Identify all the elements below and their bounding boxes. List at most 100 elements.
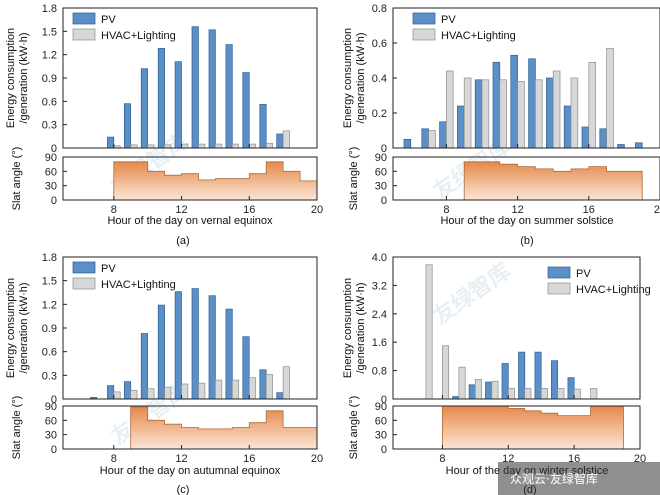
slat-axis-label: Slat angle (°) (11, 396, 23, 460)
hvac-bar (248, 143, 257, 149)
pv-bar (225, 308, 233, 400)
pv-bar (581, 126, 590, 149)
slat-y-tick-label: 90 (45, 152, 57, 164)
slat-y-tick-label: 90 (45, 401, 57, 413)
pv-bar (518, 351, 526, 400)
y-tick-label: 1.5 (42, 276, 57, 288)
pv-bar (485, 381, 493, 400)
hvac-bar (524, 388, 532, 400)
pv-bar (567, 377, 575, 400)
hvac-bar (481, 79, 490, 149)
slat-y-tick-label: 30 (375, 181, 387, 193)
pv-bar (208, 295, 216, 400)
y-tick-label: 0.6 (42, 96, 57, 108)
y-tick-label: 0.9 (42, 323, 57, 335)
y-tick-label: 0.4 (372, 73, 387, 85)
slat-angle-area (130, 406, 318, 450)
y-tick-label: 0.9 (42, 73, 57, 85)
slat-axes-frame (392, 156, 660, 201)
main-axes-frame (392, 256, 641, 400)
x-tick-label: 8 (439, 453, 445, 465)
y-axis-label-line1: Energy consumption (342, 278, 354, 378)
y-axis-label-line1: Energy consumption (5, 278, 17, 378)
slat-axis-label: Slat angle (°) (11, 147, 23, 211)
y-tick-label: 1.2 (42, 50, 57, 62)
hvac-bar (557, 388, 565, 400)
hvac-bar (130, 389, 138, 400)
hvac-bar (248, 377, 257, 400)
y-tick-label: 2.4 (372, 309, 387, 321)
slat-y-tick-label: 0 (51, 444, 57, 456)
hvac-bar (164, 386, 172, 400)
panel-label: (c) (177, 484, 190, 495)
slat-axes-frame (62, 156, 318, 201)
hvac-bar (231, 379, 240, 400)
corner-badge (498, 462, 660, 495)
legend-label-hvac: HVAC+Lighting (101, 30, 176, 42)
hvac-bar (590, 388, 598, 400)
pv-bar (403, 138, 412, 149)
pv-bar (157, 304, 165, 400)
hvac-bar (231, 143, 240, 149)
legend-swatch-pv (72, 12, 96, 25)
legend-swatch-hvac (412, 28, 436, 41)
legend-label-hvac: HVAC+Lighting (441, 30, 516, 42)
legend-label-pv: PV (101, 263, 116, 275)
pv-bar (225, 44, 233, 149)
legend-swatch-hvac (72, 28, 96, 41)
y-axis-label-line2: /generation (kW·h) (355, 32, 367, 123)
slat-angle-area (463, 161, 643, 201)
y-axis-label-line1: Energy consumption (342, 28, 354, 128)
x-tick-label: 12 (175, 453, 187, 465)
pv-bar (599, 128, 607, 149)
hvac-bar (540, 388, 548, 400)
pv-bar (468, 384, 476, 400)
slat-y-tick-label: 30 (375, 430, 387, 442)
panel-label: (a) (176, 235, 189, 247)
hvac-bar (474, 379, 482, 400)
slat-y-tick-label: 60 (375, 415, 387, 427)
slat-angle-area (442, 405, 624, 450)
x-tick-label: 20 (311, 204, 323, 216)
pv-bar (457, 105, 465, 149)
hvac-bar (147, 388, 155, 400)
hvac-bar (425, 264, 433, 400)
pv-bar (259, 369, 267, 400)
pv-bar (546, 77, 554, 149)
pv-bar (107, 385, 115, 400)
hvac-bar (442, 345, 450, 400)
x-axis-label: Hour of the day on vernal equinox (107, 215, 273, 227)
hvac-bar (113, 391, 121, 400)
slat-y-tick-label: 0 (51, 195, 57, 207)
pv-bar (528, 58, 536, 149)
hvac-bar (181, 143, 189, 149)
pv-bar (191, 26, 199, 149)
y-tick-label: 0 (51, 143, 57, 155)
hvac-bar (265, 142, 273, 149)
hvac-bar (265, 374, 273, 400)
y-tick-label: 3.2 (372, 280, 387, 292)
pv-bar (242, 72, 250, 149)
corner-watermark-text: 众观云·友绿智库 (510, 471, 598, 486)
slat-angle-area (113, 161, 318, 201)
pv-bar (421, 128, 429, 149)
slat-axes-frame (62, 405, 318, 450)
pv-bar (208, 29, 216, 149)
slat-y-tick-label: 90 (375, 401, 387, 413)
legend-label-pv: PV (576, 268, 591, 280)
pv-bar (534, 351, 542, 400)
y-tick-label: 0 (381, 394, 387, 406)
x-tick-label: 8 (111, 204, 117, 216)
x-tick-label: 12 (511, 204, 523, 216)
y-tick-label: 0 (51, 394, 57, 406)
y-tick-label: 1.6 (372, 337, 387, 349)
chart-panel-a: 0 0.3 0.6 0.9 1.2 1.5 1.8 0 30 60 90 8 12 16 20 Hour of… (5, 3, 323, 247)
x-axis-label: Hour of the day on autumnal equinox (100, 465, 281, 477)
pv-bar (617, 144, 625, 149)
pv-bar (191, 288, 199, 400)
hvac-bar (198, 143, 206, 149)
hvac-bar (181, 383, 189, 400)
slat-axis-label: Slat angle (°) (348, 396, 360, 460)
legend-swatch-pv (412, 12, 436, 25)
legend-label-hvac: HVAC+Lighting (101, 279, 176, 291)
